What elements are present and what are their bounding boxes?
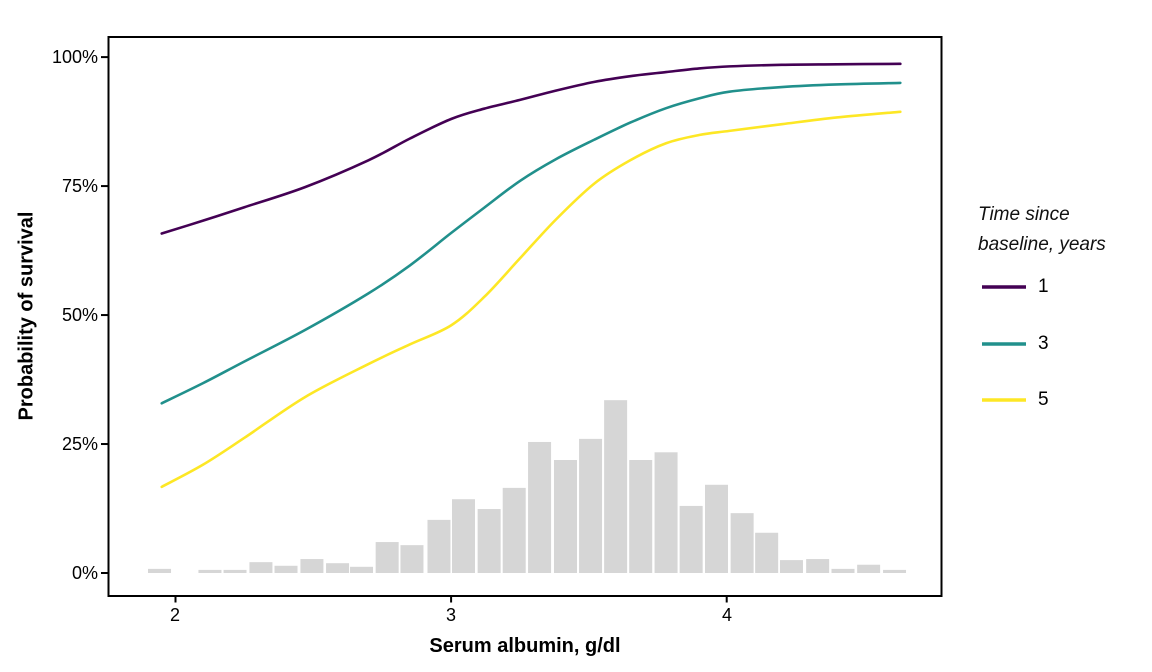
histogram-bar [553, 460, 577, 573]
survival-line-5 [160, 110, 902, 489]
histogram-bar [198, 569, 222, 573]
x-tick-label-4: 4 [721, 605, 732, 625]
histogram-bar [350, 566, 374, 573]
histogram-bar [831, 568, 855, 573]
panel-border [107, 36, 943, 597]
histogram-bar [730, 513, 754, 573]
histogram-bar [883, 569, 907, 573]
histogram-bar [779, 560, 803, 573]
histogram-bar [223, 569, 247, 573]
histogram-bar [326, 563, 350, 573]
histogram-bar [806, 559, 830, 573]
y-tick-label-75: 75% [61, 176, 98, 196]
histogram-bar [604, 400, 628, 573]
histogram-bar [274, 565, 298, 573]
y-axis-title: Probability of survival [15, 211, 38, 421]
histogram-bar [427, 519, 451, 573]
legend-title: Time since baseline, years [978, 204, 1106, 255]
histogram-bar [477, 509, 501, 573]
histogram-bar [705, 484, 729, 573]
x-tick-label-3: 3 [445, 605, 456, 625]
x-tick-label-2: 2 [169, 605, 180, 625]
survival-line-3 [160, 81, 902, 405]
histogram-bar [857, 564, 881, 573]
histogram-bar [400, 545, 424, 573]
x-axis-title: Serum albumin, g/dl [429, 635, 621, 657]
survival-line-1 [160, 62, 902, 235]
histogram-bar [579, 438, 603, 573]
histogram-bar [502, 487, 526, 573]
histogram-bar [300, 559, 324, 573]
legend-label-3: 3 [1038, 333, 1049, 354]
histogram-bar [679, 505, 703, 573]
y-tick-label-25: 25% [61, 434, 98, 454]
legend-label-1: 1 [1038, 276, 1049, 297]
histogram-bar [654, 452, 678, 573]
y-tick-label-0: 0% [71, 563, 98, 583]
histogram-bar [755, 532, 779, 573]
histogram-bar [452, 499, 476, 573]
legend-label-5: 5 [1038, 389, 1049, 410]
histogram-bar [629, 460, 653, 573]
y-tick-label-50: 50% [61, 305, 98, 325]
histogram-bar [375, 542, 399, 573]
histogram-bar [249, 562, 273, 573]
histogram-bar [148, 568, 172, 573]
histogram-bar [528, 441, 552, 573]
y-tick-label-100: 100% [51, 47, 98, 67]
